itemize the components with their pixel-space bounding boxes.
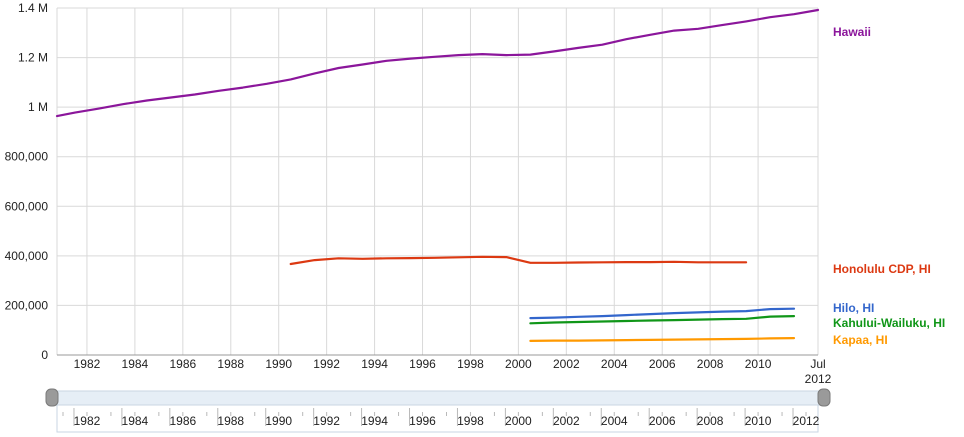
range-slider-year-label: 1984: [122, 414, 149, 428]
series-line-honolulu-cdp-hi: [289, 255, 748, 266]
series-label-honolulu-cdp-hi: Honolulu CDP, HI: [833, 262, 931, 276]
series-label-hawaii: Hawaii: [833, 25, 871, 39]
series-lines: [55, 8, 820, 342]
x-tick-label: 2006: [649, 357, 676, 371]
x-tick-label: 1990: [265, 357, 292, 371]
y-tick-label: 1 M: [28, 100, 48, 114]
x-tick-label: 1992: [313, 357, 340, 371]
grid: [56, 7, 819, 356]
x-tick-label: 1988: [217, 357, 244, 371]
x-tick-label: 2002: [553, 357, 580, 371]
x-tick-label: 1982: [74, 357, 101, 371]
series-label-kapaa-hi: Kapaa, HI: [833, 333, 888, 347]
series-labels: Hawaii Honolulu CDP, HI Hilo, HIKahului-Wa…: [833, 25, 945, 347]
range-slider-left-handle[interactable]: [45, 388, 59, 407]
range-slider-year-label: 1990: [265, 414, 292, 428]
x-tick-label: 1998: [457, 357, 484, 371]
range-slider-year-label: 2010: [745, 414, 772, 428]
range-slider[interactable]: 1982 1984 1986 1988 1990 1992 1994 1996 1998 2000…: [45, 388, 831, 433]
x-tick-label: 1984: [122, 357, 149, 371]
x-tick-label: 2000: [505, 357, 532, 371]
range-slider-year-label: 1994: [361, 414, 388, 428]
range-slider-year-label: 1996: [409, 414, 436, 428]
range-slider-year-label: 2004: [601, 414, 628, 428]
x-tick-label: 1986: [169, 357, 196, 371]
series-line-hawaii: [55, 8, 820, 118]
y-tick-label: 400,000: [5, 249, 49, 263]
y-tick-label: 200,000: [5, 298, 49, 312]
y-tick-label: 0: [41, 348, 48, 362]
range-slider-year-label: 1992: [313, 414, 340, 428]
x-tick-label-end-year: 2012: [805, 372, 832, 386]
range-slider-year-label: 2006: [649, 414, 676, 428]
x-tick-label: 2010: [745, 357, 772, 371]
y-tick-label: 600,000: [5, 199, 49, 213]
range-slider-year-label: 2000: [505, 414, 532, 428]
range-slider-year-label: 1998: [457, 414, 484, 428]
series-line-kahului-wailuku-hi: [529, 315, 796, 325]
y-tick-label: 1.4 M: [18, 1, 48, 15]
x-tick-label: 1994: [361, 357, 388, 371]
range-slider-right-handle[interactable]: [817, 388, 831, 407]
range-slider-year-label: 2008: [697, 414, 724, 428]
range-slider-year-label: 1988: [217, 414, 244, 428]
series-label-hilo-hi: Hilo, HI: [833, 301, 874, 315]
series-line-kapaa-hi: [529, 337, 796, 342]
range-slider-year-label: 1986: [169, 414, 196, 428]
series-label-kahului-wailuku-hi: Kahului-Wailuku, HI: [833, 316, 945, 330]
y-tick-label: 1.2 M: [18, 51, 48, 65]
x-tick-label: 2008: [697, 357, 724, 371]
range-slider-year-label: 1982: [74, 414, 101, 428]
x-tick-label: 1996: [409, 357, 436, 371]
x-tick-label: 2004: [601, 357, 628, 371]
x-tick-label-end-month: Jul: [810, 357, 825, 371]
range-slider-selection-bar[interactable]: [49, 390, 825, 406]
series-line-hilo-hi: [529, 307, 796, 320]
range-slider-year-label: 2012: [793, 414, 820, 428]
y-tick-label: 800,000: [5, 150, 49, 164]
range-slider-year-label: 2002: [553, 414, 580, 428]
axes: 0 200,000 400,000 600,000 800,000 1 M 1.2 M 1.4…: [5, 1, 832, 386]
